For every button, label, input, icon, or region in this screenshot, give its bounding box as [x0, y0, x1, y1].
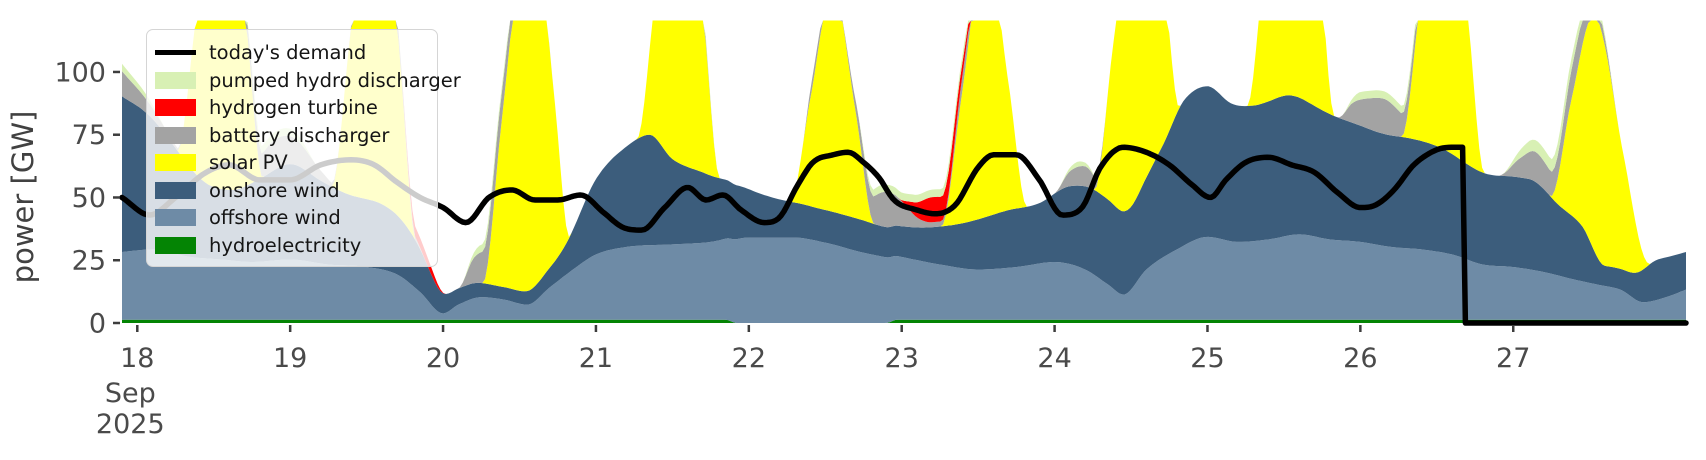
y-tick-label: 0: [89, 309, 106, 340]
legend-label: hydroelectricity: [209, 233, 362, 257]
pumped-hydro-swatch: [155, 71, 196, 89]
legend-item-todays-demand: today's demand: [155, 39, 427, 67]
x-axis-month-label: Sep: [105, 378, 156, 409]
battery-discharger-swatch: [155, 126, 196, 144]
y-tick-label: 50: [72, 183, 106, 214]
legend-item-hydrogen-turbine: hydrogen turbine: [155, 94, 427, 122]
x-tick-label: 25: [1190, 343, 1224, 374]
chart-legend: today's demand pumped hydro discharger h…: [146, 29, 461, 267]
legend-label: today's demand: [209, 41, 367, 65]
demand-line-swatch: [155, 50, 196, 56]
solar-pv-swatch: [155, 154, 196, 172]
area-onshore-wind: [122, 86, 1686, 314]
legend-item-onshore-wind: onshore wind: [155, 177, 427, 205]
onshore-wind-swatch: [155, 181, 196, 199]
x-tick-label: 26: [1343, 343, 1377, 374]
legend-label: hydrogen turbine: [209, 96, 378, 120]
y-axis-label: power [GW]: [6, 111, 40, 284]
legend-item-solar-pv: solar PV: [155, 149, 427, 177]
x-tick-label: 22: [732, 343, 766, 374]
legend-item-battery-discharger: battery discharger: [155, 122, 427, 150]
y-tick-label: 25: [72, 246, 106, 277]
area-offshore-wind: [122, 234, 1686, 323]
legend-label: offshore wind: [209, 206, 341, 230]
legend-item-pumped-hydro-discharger: pumped hydro discharger: [155, 67, 461, 95]
x-tick-label: 23: [885, 343, 919, 374]
y-tick-label: 100: [54, 57, 106, 88]
legend-item-offshore-wind: offshore wind: [155, 204, 427, 232]
x-tick-label: 24: [1037, 343, 1071, 374]
x-tick-label: 19: [273, 343, 307, 374]
x-tick-label: 20: [426, 343, 460, 374]
hydrogen-turbine-swatch: [155, 99, 196, 117]
hydroelectricity-swatch: [155, 236, 196, 254]
x-tick-label: 21: [579, 343, 613, 374]
y-tick-label: 75: [72, 120, 106, 151]
legend-label: solar PV: [209, 151, 288, 175]
legend-label: pumped hydro discharger: [209, 68, 461, 92]
legend-item-hydroelectricity: hydroelectricity: [155, 232, 427, 260]
x-tick-label: 27: [1496, 343, 1530, 374]
legend-label: battery discharger: [209, 123, 390, 147]
legend-label: onshore wind: [209, 178, 340, 202]
x-axis-year-label: 2025: [96, 409, 165, 440]
x-tick-label: 18: [120, 343, 154, 374]
area-hydroelectricity: [122, 319, 1686, 323]
offshore-wind-swatch: [155, 209, 196, 227]
area-solar-pv: [122, 20, 1686, 294]
